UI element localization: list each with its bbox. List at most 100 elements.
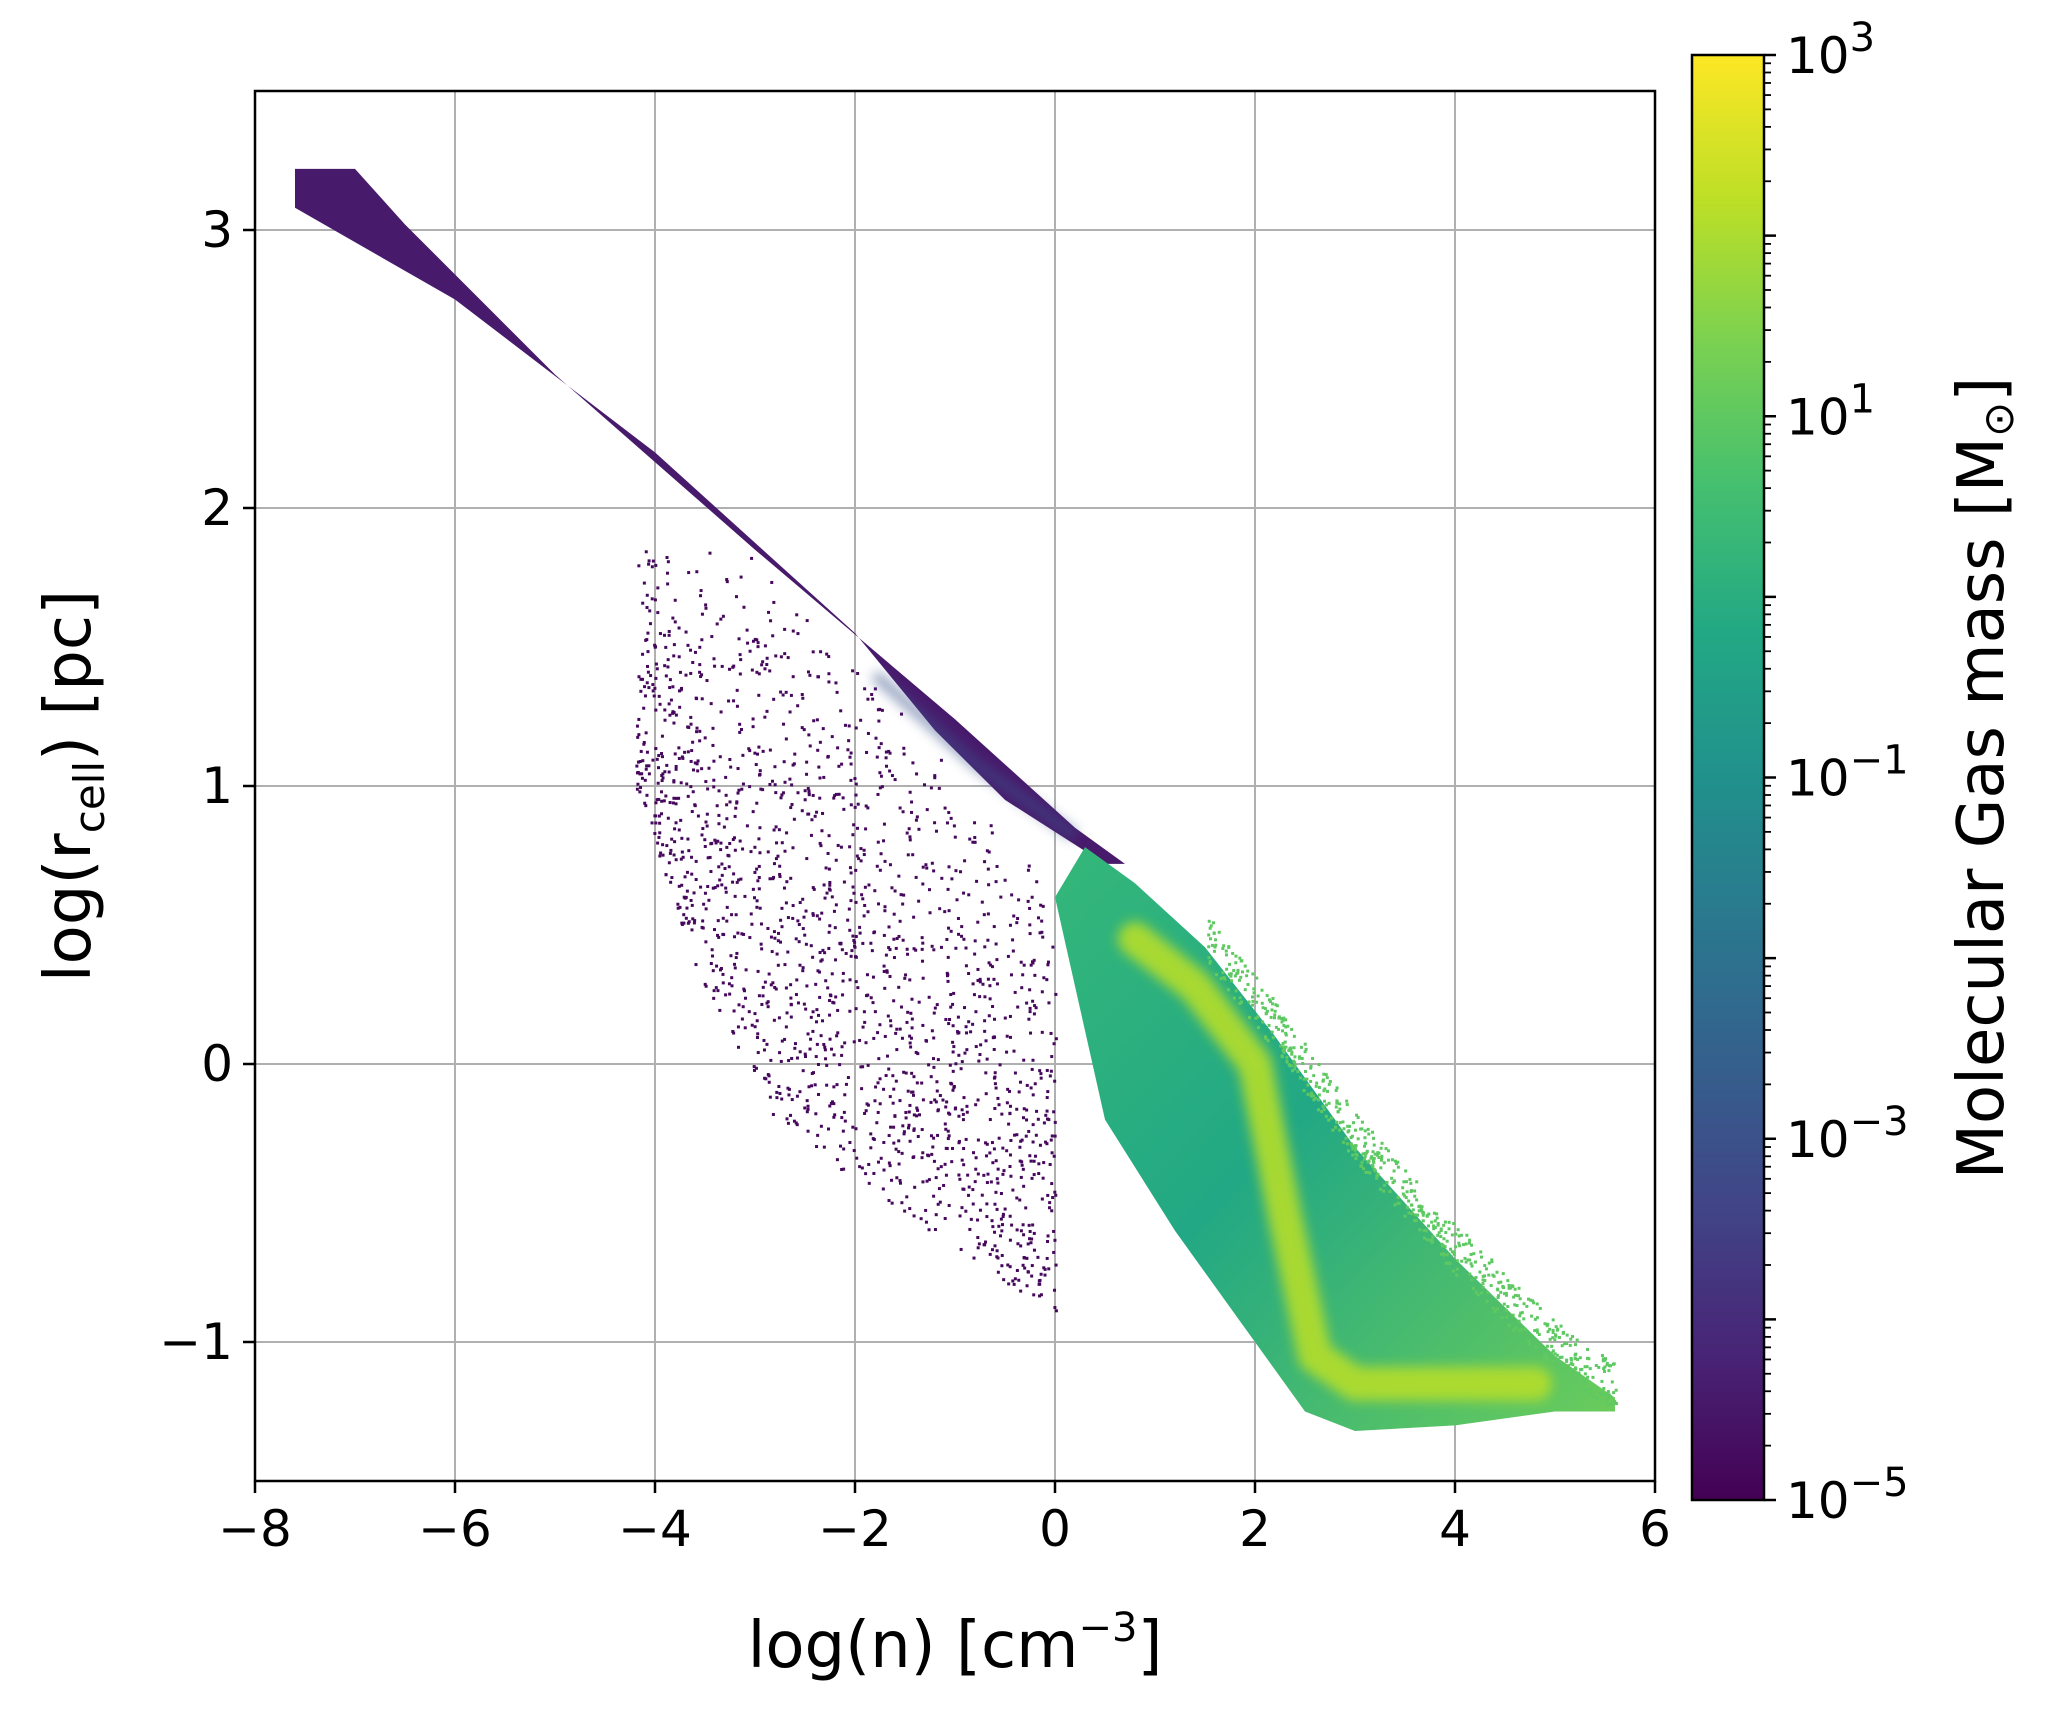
tail-point [667, 629, 671, 633]
tail-point [689, 648, 693, 652]
tail-point [888, 1164, 892, 1168]
tail-point [991, 1225, 995, 1229]
edge-point [1404, 1180, 1408, 1184]
tail-point [1041, 935, 1045, 939]
edge-point [1269, 1000, 1273, 1004]
edge-point [1601, 1357, 1605, 1361]
edge-point [1393, 1159, 1397, 1163]
edge-point [1250, 995, 1254, 999]
tail-point [895, 1048, 899, 1052]
tail-point [996, 1096, 1000, 1100]
tail-point [983, 860, 987, 864]
tail-point [1015, 1268, 1019, 1272]
tail-point [660, 755, 664, 759]
tail-point [992, 925, 996, 929]
tail-point [801, 969, 805, 973]
tail-point [1008, 1035, 1012, 1039]
tail-point [912, 915, 916, 919]
tail-point [858, 1038, 862, 1042]
tail-point [779, 690, 783, 694]
tail-point [809, 833, 813, 837]
x-axis-label-end: ] [1137, 1609, 1162, 1683]
edge-point [1574, 1343, 1578, 1347]
tail-point [733, 814, 737, 818]
edge-point [1303, 1070, 1307, 1074]
tail-point [944, 1173, 948, 1177]
edge-point [1464, 1242, 1468, 1246]
tail-point [1028, 906, 1032, 910]
tail-point [1015, 1133, 1019, 1137]
tail-point [757, 837, 761, 841]
tail-point [815, 1145, 819, 1149]
edge-point [1284, 1025, 1288, 1029]
edge-point [1396, 1196, 1400, 1200]
tail-point [666, 560, 670, 564]
tail-point [689, 898, 693, 902]
tail-point [758, 851, 762, 855]
tail-point [907, 1110, 911, 1114]
tail-point [892, 1141, 896, 1145]
tail-point [933, 1006, 937, 1010]
tail-point [921, 976, 925, 980]
tail-point [760, 947, 764, 951]
edge-point [1537, 1332, 1541, 1336]
tail-point [1010, 893, 1014, 897]
edge-point [1373, 1152, 1377, 1156]
tail-point [640, 677, 644, 681]
edge-point [1531, 1299, 1535, 1303]
tail-point [898, 1099, 902, 1103]
edge-point [1238, 956, 1242, 960]
edge-point [1586, 1347, 1590, 1351]
tail-point [984, 1240, 988, 1244]
tail-point [931, 1145, 935, 1149]
tail-point [902, 1132, 906, 1136]
tail-point [742, 987, 746, 991]
tail-point [651, 683, 655, 687]
tail-point [1046, 1193, 1050, 1197]
tail-point [826, 851, 830, 855]
tail-point [639, 786, 643, 790]
edge-point [1274, 1025, 1278, 1029]
tail-point [696, 814, 700, 818]
y-tick-label-4: 3 [201, 201, 233, 259]
tail-point [949, 993, 953, 997]
edge-point [1506, 1305, 1510, 1309]
edge-point [1282, 1051, 1286, 1055]
tail-point [980, 900, 984, 904]
edge-point [1461, 1243, 1465, 1247]
tail-point [699, 675, 703, 679]
edge-point [1535, 1316, 1539, 1320]
tail-point [859, 718, 863, 722]
tail-point [945, 937, 949, 941]
edge-point [1574, 1367, 1578, 1371]
tail-point [808, 673, 812, 677]
tail-point [1000, 1264, 1004, 1268]
tail-point [1003, 1016, 1007, 1020]
tail-point [662, 799, 666, 803]
tail-point [838, 1063, 842, 1067]
tail-point [921, 1023, 925, 1027]
tail-point [700, 833, 704, 837]
edge-point [1403, 1214, 1407, 1218]
tail-point [656, 611, 660, 615]
edge-point [1614, 1402, 1618, 1406]
tail-point [815, 718, 819, 722]
edge-point [1235, 972, 1239, 976]
edge-point [1558, 1355, 1562, 1359]
tail-point [1021, 1167, 1025, 1171]
edge-point [1450, 1250, 1454, 1254]
tail-point [729, 954, 733, 958]
tail-point [910, 1071, 914, 1075]
edge-point [1377, 1156, 1381, 1160]
tail-point [878, 1102, 882, 1106]
tail-point [1039, 903, 1043, 907]
tail-point [1053, 1120, 1057, 1124]
edge-point [1534, 1345, 1538, 1349]
edge-point [1240, 970, 1244, 974]
tail-point [935, 1080, 939, 1084]
tail-point [642, 581, 646, 585]
tail-point [654, 708, 658, 712]
edge-point [1255, 976, 1259, 980]
tail-point [839, 709, 843, 713]
tail-point [717, 935, 721, 939]
